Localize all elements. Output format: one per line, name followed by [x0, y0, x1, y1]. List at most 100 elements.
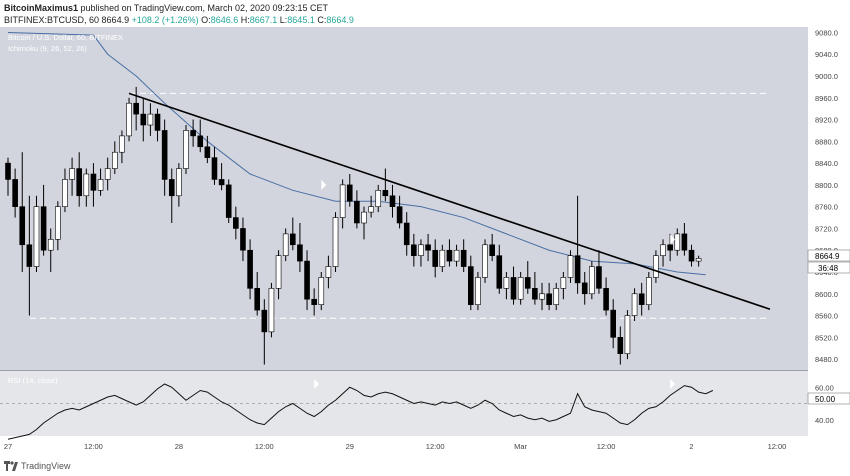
candle-down — [432, 249, 439, 267]
candle-down — [190, 130, 196, 137]
candle-up — [55, 206, 61, 240]
candle-up — [126, 102, 132, 137]
candle-up — [183, 130, 189, 169]
candle-down — [233, 217, 239, 229]
x-tick-label: 12:00 — [255, 442, 274, 451]
rsi-value-badge-text: 50.00 — [815, 395, 836, 404]
candle-up — [695, 258, 702, 262]
candle-up — [47, 239, 54, 251]
x-tick-label: 29 — [346, 442, 354, 451]
y-tick-label: 8480.0 — [815, 355, 838, 364]
candle-down — [546, 293, 552, 305]
candle-down — [638, 293, 645, 305]
price-change: +108.2 (+1.26%) — [131, 15, 199, 25]
x-tick-label: 12:00 — [768, 442, 787, 451]
candle-down — [425, 244, 431, 251]
x-tick-label: 28 — [175, 442, 183, 451]
candle-down — [411, 244, 417, 256]
y-tick-label: 8600.0 — [815, 290, 838, 299]
price-pane[interactable] — [0, 27, 808, 370]
y-tick-label: 9080.0 — [815, 28, 838, 37]
y-tick-label: 8960.0 — [815, 94, 838, 103]
candle-down — [261, 309, 268, 333]
candle-up — [62, 179, 68, 207]
last-price: 8664.9 — [101, 15, 130, 25]
candle-up — [482, 244, 488, 278]
candle-up — [660, 244, 666, 256]
candle-down — [5, 162, 11, 180]
candle-down — [76, 168, 82, 197]
candle-down — [617, 337, 624, 354]
descending-trendline — [128, 92, 771, 310]
candle-down — [382, 190, 389, 197]
candle-up — [361, 211, 367, 224]
candle-down — [154, 113, 161, 131]
candle-up — [69, 168, 75, 180]
y-tick-label: 8800.0 — [815, 181, 838, 190]
candle-up — [631, 293, 638, 316]
y-tick-label: 8840.0 — [815, 159, 838, 168]
open-label: O: — [201, 15, 211, 25]
candle-up — [674, 233, 681, 251]
open-value: 8646.6 — [210, 15, 239, 25]
low-label: L: — [279, 15, 288, 25]
candle-up — [83, 173, 90, 197]
candle-down — [40, 206, 47, 251]
countdown-badge-text: 36:48 — [818, 264, 839, 273]
author-name[interactable]: BitcoinMaximus1 — [4, 3, 79, 13]
y-tick-label: 8720.0 — [815, 224, 838, 233]
y-tick-label: 9040.0 — [815, 50, 838, 59]
candle-down — [289, 233, 296, 246]
indicator-label: Ichimoku (9, 26, 52, 26) — [8, 44, 87, 53]
x-tick-label: 12:00 — [597, 442, 616, 451]
candle-up — [112, 151, 118, 169]
candle-down — [311, 298, 317, 305]
y-tick-label: 8760.0 — [815, 203, 838, 212]
candle-up — [453, 249, 460, 262]
candle-down — [254, 288, 260, 311]
candle-up — [539, 293, 545, 300]
candle-down — [225, 184, 232, 218]
rsi-flag-marker — [314, 379, 320, 389]
candle-down — [204, 146, 211, 158]
candle-up — [318, 277, 325, 305]
candle-up — [624, 315, 631, 354]
candle-up — [147, 113, 154, 126]
publish-info: published on TradingView.com, March 02, … — [80, 3, 329, 13]
candle-down — [460, 249, 467, 267]
candle-up — [268, 288, 275, 333]
candle-down — [26, 244, 33, 267]
candle-down — [297, 244, 303, 262]
candle-up — [589, 266, 595, 295]
candle-down — [403, 222, 410, 246]
y-tick-label: 8520.0 — [815, 333, 838, 342]
candle-up — [282, 233, 289, 256]
candle-up — [567, 255, 574, 278]
x-tick-label: Mar — [514, 442, 527, 451]
candle-down — [90, 173, 97, 191]
candle-down — [168, 179, 175, 197]
brand-name: TradingView — [21, 461, 71, 471]
candle-up — [475, 277, 481, 305]
candle-down — [12, 179, 18, 207]
tradingview-brand[interactable]: TradingView — [4, 461, 71, 471]
candle-down — [581, 282, 588, 295]
rsi-label: RSI (14, close) — [8, 376, 58, 385]
candle-down — [688, 249, 695, 262]
candle-down — [396, 206, 403, 224]
candle-up — [176, 168, 182, 197]
flag-marker — [670, 234, 676, 245]
candle-down — [681, 233, 688, 251]
x-tick-label: 27 — [4, 442, 12, 451]
candle-up — [439, 249, 446, 267]
candle-down — [532, 288, 538, 300]
candle-down — [247, 249, 253, 289]
flag-marker — [321, 179, 327, 190]
candle-down — [574, 255, 581, 284]
candle-up — [104, 168, 111, 180]
symbol-name: BITFINEX:BTCUSD, 60 — [4, 15, 100, 25]
candle-down — [218, 179, 225, 186]
candle-up — [33, 206, 40, 267]
price-badge-text: 8664.9 — [815, 252, 840, 261]
